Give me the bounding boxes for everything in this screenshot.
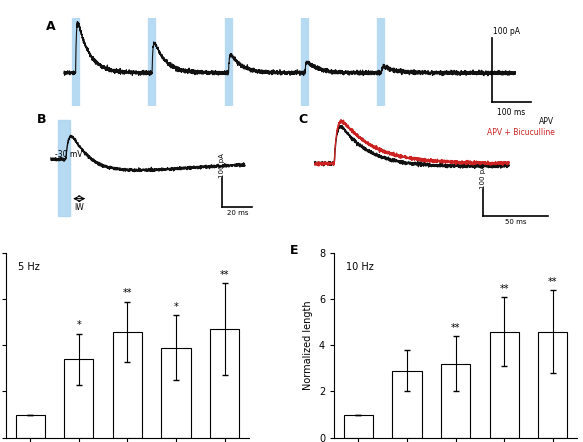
Text: *: * xyxy=(174,302,178,312)
Text: **: ** xyxy=(220,270,229,280)
Text: 20 ms: 20 ms xyxy=(227,210,248,216)
Text: A: A xyxy=(46,20,55,33)
APV + Bicuculline xyxy=(422,158,429,163)
APV + Bicuculline xyxy=(335,125,342,130)
APV + Bicuculline xyxy=(505,160,512,166)
APV xyxy=(402,161,409,166)
Text: 100 pA: 100 pA xyxy=(493,27,521,36)
APV xyxy=(311,160,318,166)
Text: -30 mV: -30 mV xyxy=(55,150,83,159)
APV + Bicuculline xyxy=(315,163,322,168)
Bar xyxy=(58,120,71,216)
APV + Bicuculline xyxy=(326,162,333,168)
APV xyxy=(505,163,512,168)
Text: 100 pA: 100 pA xyxy=(219,154,224,179)
Text: IW: IW xyxy=(75,203,84,212)
Text: 50 ms: 50 ms xyxy=(505,219,526,225)
Bar xyxy=(441,364,470,438)
Bar xyxy=(64,359,93,438)
Text: APV + Bicuculline: APV + Bicuculline xyxy=(487,128,554,137)
APV xyxy=(394,158,401,164)
APV + Bicuculline xyxy=(311,161,318,167)
APV + Bicuculline xyxy=(338,117,345,122)
APV xyxy=(334,130,341,135)
Text: *: * xyxy=(76,320,81,331)
Bar xyxy=(490,332,519,438)
Text: E: E xyxy=(290,244,298,257)
Text: **: ** xyxy=(500,284,509,293)
APV xyxy=(326,160,333,166)
Line: APV + Bicuculline: APV + Bicuculline xyxy=(315,120,509,166)
APV xyxy=(398,159,405,164)
APV xyxy=(471,166,478,171)
APV + Bicuculline xyxy=(398,153,405,159)
Bar xyxy=(392,371,422,438)
Bar xyxy=(16,415,45,438)
Text: 100 ms: 100 ms xyxy=(497,108,525,117)
APV + Bicuculline xyxy=(402,155,409,160)
Text: **: ** xyxy=(122,288,132,298)
Text: 10 Hz: 10 Hz xyxy=(346,263,374,272)
Line: APV: APV xyxy=(315,126,509,168)
Text: B: B xyxy=(36,113,46,126)
Text: APV: APV xyxy=(539,117,554,126)
Bar xyxy=(344,415,373,438)
APV xyxy=(422,163,429,168)
Bar xyxy=(161,348,191,438)
Text: **: ** xyxy=(548,277,557,287)
APV xyxy=(338,123,345,128)
Y-axis label: Normalized length: Normalized length xyxy=(303,301,313,390)
Text: C: C xyxy=(298,113,307,126)
Text: 5 Hz: 5 Hz xyxy=(18,263,40,272)
Bar xyxy=(210,329,239,438)
Text: 100 pA: 100 pA xyxy=(480,164,486,190)
Bar xyxy=(113,332,142,438)
Bar xyxy=(538,332,567,438)
APV + Bicuculline xyxy=(394,154,401,159)
Text: **: ** xyxy=(451,323,461,333)
